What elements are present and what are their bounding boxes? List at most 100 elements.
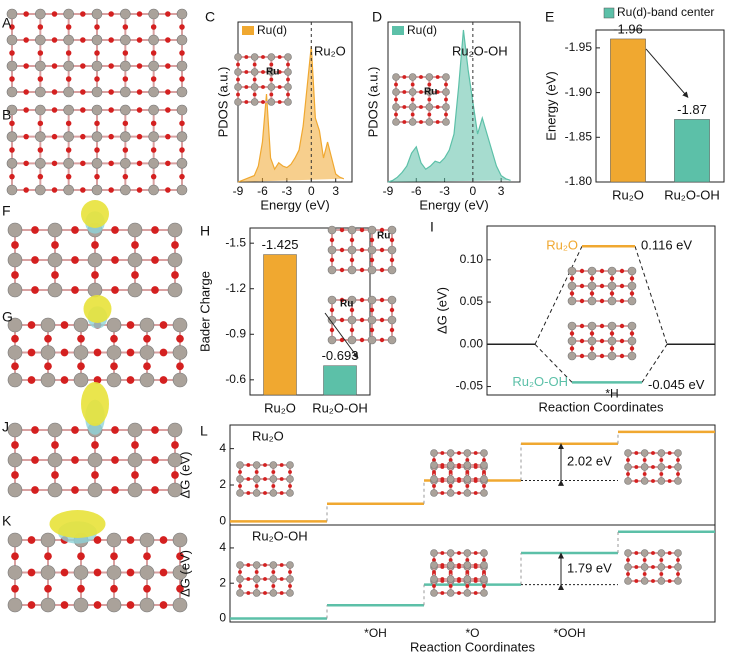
oxygen-atom <box>402 120 407 124</box>
ru-atom <box>624 563 632 571</box>
x-tick-label: -3 <box>282 184 293 198</box>
panel-label: H <box>200 223 210 239</box>
oxygen-atom <box>244 70 249 74</box>
oxygen-atom <box>457 591 461 595</box>
oxygen-atom <box>126 536 135 544</box>
oxygen-atom <box>277 85 282 89</box>
oxygen-atom <box>432 458 436 462</box>
oxygen-atom <box>271 470 276 474</box>
ru-atom <box>269 561 278 569</box>
ru-atom <box>624 477 632 485</box>
ru-atom <box>87 482 103 498</box>
y-tick-label: -1.80 <box>565 174 593 188</box>
oxygen-atom <box>51 63 58 69</box>
oxygen-atom <box>676 558 680 562</box>
oxygen-atom <box>263 477 267 481</box>
ru-atom <box>425 103 434 111</box>
ru-atom <box>327 335 337 345</box>
oxygen-atom <box>651 551 655 555</box>
oxygen-atom <box>31 456 39 464</box>
structure <box>327 295 397 345</box>
oxygen-atom <box>238 470 242 474</box>
ru-atom <box>284 53 292 61</box>
ru-atom <box>252 575 261 583</box>
ru-atom <box>148 8 159 20</box>
structure <box>327 225 397 275</box>
oxygen-atom <box>349 307 355 313</box>
ru-atom <box>7 222 23 238</box>
oxygen-atom <box>263 463 267 467</box>
oxygen-atom <box>642 472 647 476</box>
x-tick-label: *O <box>465 626 479 640</box>
oxygen-atom <box>473 591 478 595</box>
oxygen-atom <box>136 107 143 113</box>
oxygen-atom <box>108 160 114 167</box>
x-tick-label: -6 <box>257 184 268 198</box>
ru-atom <box>347 265 357 275</box>
oxygen-atom <box>151 256 159 264</box>
ru-atom <box>267 53 276 61</box>
oxygen-atom <box>659 458 664 462</box>
oxygen-atom <box>634 551 639 555</box>
ru-atom <box>106 565 122 580</box>
oxygen-atom <box>444 82 448 87</box>
oxygen-atom <box>599 298 605 304</box>
x-tick-label: -6 <box>411 184 422 198</box>
structure <box>430 461 488 497</box>
oxygen-atom <box>108 11 114 17</box>
oxygen-atom <box>246 463 251 467</box>
y-tick-label: 2 <box>219 477 226 491</box>
ru-atom <box>480 461 488 469</box>
bar <box>674 119 710 183</box>
ru-atom <box>87 282 103 298</box>
oxygen-atom <box>599 283 605 289</box>
oxygen-atom <box>435 75 440 79</box>
ru-atom <box>627 296 637 306</box>
oxygen-atom <box>37 120 44 127</box>
ru-atom <box>463 589 472 597</box>
oxygen-atom <box>609 291 615 296</box>
y-axis-label: ΔG (eV) <box>177 550 192 597</box>
y-tick-label: 2 <box>219 575 226 589</box>
ru-atom <box>269 461 278 469</box>
bar <box>263 254 297 396</box>
oxygen-atom <box>286 62 290 67</box>
structure <box>236 561 294 597</box>
ru-atom <box>674 449 682 457</box>
pdos-curve <box>237 45 345 183</box>
ru-atom <box>347 335 357 345</box>
ru-atom <box>567 281 577 291</box>
ru-atom <box>446 589 455 597</box>
oxygen-atom <box>579 323 585 329</box>
oxygen-atom <box>440 491 445 495</box>
oxygen-atom <box>254 470 259 474</box>
plot-frame <box>229 424 716 526</box>
ru-atom <box>139 597 155 613</box>
ru-atom <box>63 86 74 98</box>
oxygen-atom <box>136 63 143 69</box>
oxygen-atom <box>51 37 58 43</box>
oxygen-atom <box>432 584 436 588</box>
oxygen-atom <box>51 89 58 95</box>
oxygen-atom <box>634 565 639 569</box>
ru-atom <box>269 575 278 583</box>
ru-atom <box>587 351 597 361</box>
ru-atom <box>139 317 155 333</box>
ru-atom <box>148 34 159 46</box>
oxygen-atom <box>136 89 143 95</box>
oxygen-atom <box>465 484 470 488</box>
ru-atom <box>286 461 294 469</box>
ru-atom <box>40 597 56 613</box>
y-axis-label: PDOS (a.u.) <box>215 67 230 138</box>
y-tick-label: -1.5 <box>225 235 246 249</box>
oxygen-atom <box>440 577 445 581</box>
oxygen-atom <box>589 291 595 296</box>
oxygen-atom <box>457 551 461 555</box>
oxygen-atom <box>93 348 102 357</box>
oxygen-atom <box>51 107 58 113</box>
oxygen-atom <box>91 241 99 249</box>
structure <box>234 53 292 106</box>
ru-atom <box>176 34 188 46</box>
oxygen-atom <box>448 484 453 488</box>
ru-atom <box>446 475 455 483</box>
